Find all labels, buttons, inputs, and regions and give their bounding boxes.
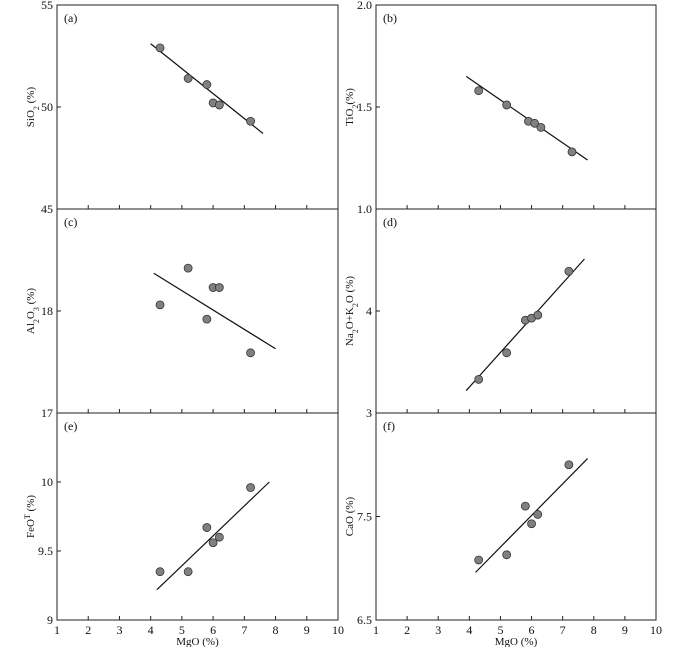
data-point xyxy=(202,80,212,89)
panel-f: 1 2 3 4 5 6 7 8 9 10 6.5 7.5 (f) CaO (%) MgO (%) xyxy=(344,412,662,647)
x-tick-label: 5 xyxy=(179,623,185,637)
data-point xyxy=(474,374,484,384)
data-point xyxy=(214,283,224,292)
panel-label: (d) xyxy=(383,215,397,229)
y-tick-label: 55 xyxy=(41,0,53,12)
data-point xyxy=(520,501,530,511)
data-point xyxy=(527,519,536,529)
data-point xyxy=(214,532,224,542)
x-tick-label: 8 xyxy=(273,623,279,637)
x-axis-title: MgO (%) xyxy=(495,636,538,647)
x-axis-title: MgO (%) xyxy=(176,636,219,647)
plot-frame xyxy=(375,208,657,414)
data-point xyxy=(567,147,577,157)
plot-frame xyxy=(375,4,657,210)
panel-c: 17 18 (c) Al2O3 (%) xyxy=(25,208,339,420)
plot-frame xyxy=(56,208,339,414)
x-tick-label: 7 xyxy=(560,623,566,637)
x-tick-label: 1 xyxy=(373,623,379,637)
x-tick-label: 4 xyxy=(148,623,154,637)
y-tick-label: 4 xyxy=(366,304,372,318)
x-tick-label: 7 xyxy=(241,623,247,637)
plot-frame xyxy=(375,412,657,621)
y-tick-label: 9 xyxy=(47,613,53,627)
y-tick-label: 18 xyxy=(41,304,53,318)
panel-label: (b) xyxy=(383,11,397,25)
panel-label: (c) xyxy=(64,215,77,229)
y-tick-label: 9.5 xyxy=(38,544,53,558)
data-point xyxy=(564,266,574,276)
x-tick-label: 10 xyxy=(332,623,344,637)
data-point xyxy=(202,314,212,324)
plot-frame xyxy=(56,412,339,621)
y-tick-label: 10 xyxy=(41,475,53,489)
y-axis-title: FeOT (%) xyxy=(23,495,38,538)
data-point xyxy=(155,567,165,577)
y-axis-title: Al2O3 (%) xyxy=(25,288,41,335)
x-tick-label: 5 xyxy=(497,623,503,637)
plot-frame xyxy=(56,4,339,210)
data-point xyxy=(474,86,484,96)
y-tick-label: 1.5 xyxy=(357,100,372,114)
panel-e: 1 2 3 4 5 6 7 8 9 10 9 9.5 10 (e) FeOT (%) MgO (%) xyxy=(23,412,344,647)
x-tick-label: 8 xyxy=(591,623,597,637)
data-point xyxy=(183,567,193,577)
data-point xyxy=(533,310,543,320)
panel-b: 1.0 1.5 2.0 (b) TiO2(%) xyxy=(344,0,657,216)
y-axis-title: Na2O+K2O (%) xyxy=(344,276,360,346)
data-point xyxy=(246,116,255,126)
y-tick-label: 1.0 xyxy=(357,202,372,216)
data-point xyxy=(502,348,512,358)
panel-a: 45 50 55 (a) SiO2 (%) xyxy=(25,0,339,216)
data-point xyxy=(183,74,193,83)
x-tick-label: 10 xyxy=(650,623,662,637)
data-point xyxy=(502,550,512,560)
data-point xyxy=(202,523,212,532)
panel-label: (a) xyxy=(64,11,77,25)
data-point xyxy=(155,300,165,310)
x-tick-label: 3 xyxy=(116,623,122,637)
x-tick-label: 1 xyxy=(54,623,60,637)
y-tick-label: 6.5 xyxy=(357,613,372,627)
regression-line xyxy=(156,481,270,591)
data-point xyxy=(246,348,255,358)
x-tick-label: 2 xyxy=(404,623,410,637)
data-point xyxy=(214,100,224,110)
x-tick-label: 2 xyxy=(85,623,91,637)
x-tick-label: 6 xyxy=(210,623,216,637)
x-tick-label: 9 xyxy=(304,623,310,637)
data-point xyxy=(564,460,574,470)
panel-d: 3 4 (d) Na2O+K2O (%) xyxy=(344,208,657,420)
data-point xyxy=(536,123,546,132)
data-point xyxy=(208,538,218,548)
x-tick-label: 4 xyxy=(466,623,472,637)
y-tick-label: 7.5 xyxy=(357,510,372,524)
data-point xyxy=(183,263,193,273)
panel-label: (f) xyxy=(383,419,395,433)
data-point xyxy=(246,483,255,492)
x-tick-label: 3 xyxy=(435,623,441,637)
y-tick-label: 50 xyxy=(41,100,53,114)
regression-line xyxy=(475,458,588,573)
regression-line xyxy=(153,272,276,350)
y-tick-label: 2.0 xyxy=(357,0,372,12)
y-axis-title: CaO (%) xyxy=(344,496,356,536)
y-tick-label: 3 xyxy=(366,406,372,420)
data-point xyxy=(533,510,543,519)
data-point xyxy=(155,43,165,53)
y-axis-title: SiO2 (%) xyxy=(25,86,41,127)
y-tick-label: 17 xyxy=(41,406,53,420)
x-tick-label: 6 xyxy=(529,623,535,637)
y-axis-title: TiO2(%) xyxy=(344,88,360,126)
regression-line xyxy=(465,258,585,391)
data-point xyxy=(530,118,540,128)
data-point xyxy=(502,100,512,110)
panel-label: (e) xyxy=(64,419,77,433)
y-tick-label: 45 xyxy=(41,202,53,216)
x-tick-label: 9 xyxy=(622,623,628,637)
data-point xyxy=(474,555,484,565)
